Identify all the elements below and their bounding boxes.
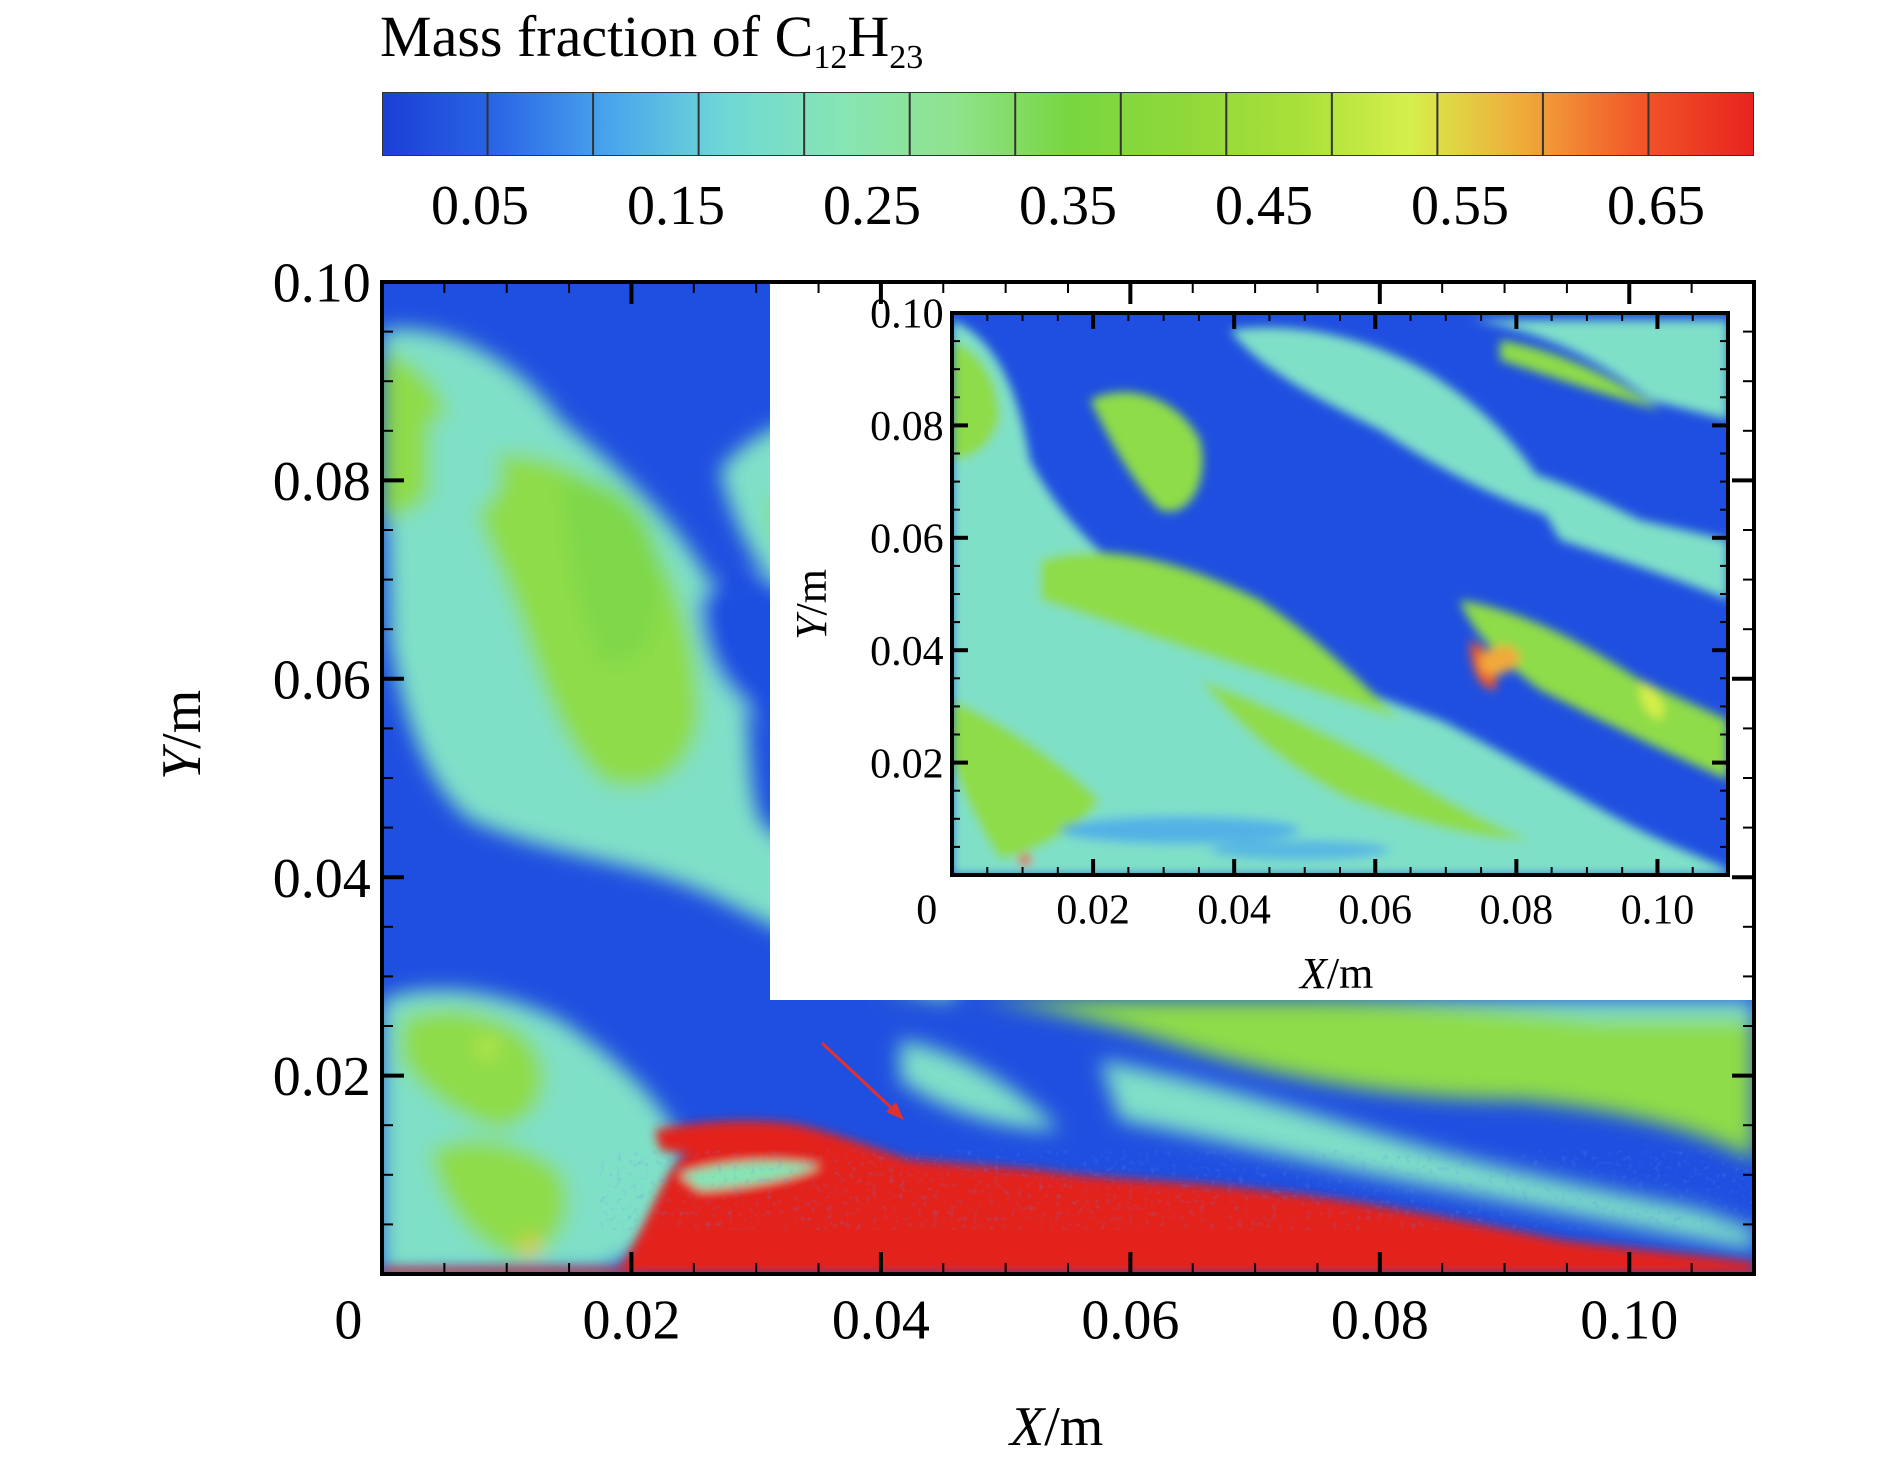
x-tick-label: 0.06 [1081,1289,1179,1351]
colorbar-tick-label: 0.65 [1607,175,1705,237]
inset-plot-field [952,313,1728,875]
y-tick-label: 0.06 [273,649,371,711]
colorbar [382,92,1754,156]
main-y-axis-label: Y/m [151,689,213,780]
x-tick-label: 0.08 [1331,1289,1429,1351]
x-tick-label: 0.04 [1197,887,1271,933]
inset-axis-tick-labels: 0 0.02 0.04 0.06 0.08 0.10 0.02 0.04 0.06 0.08 0.1… [870,292,1694,934]
y-tick-label: 0.06 [870,517,944,563]
inset-y-axis-label: Y/m [787,569,836,640]
x-tick-label: 0.02 [1056,887,1130,933]
y-tick-label: 0.10 [273,253,371,315]
inset-x-axis-label: X/m [1300,949,1374,998]
y-tick-label: 0.02 [870,741,944,787]
x-tick-label: 0 [334,1289,362,1351]
main-axis-tick-labels: 0 0.02 0.04 0.06 0.08 0.10 0.02 0.04 0.06 0.08 0.1… [273,253,1678,1352]
x-tick-label: 0.10 [1621,887,1695,933]
colorbar-separators [486,92,1650,156]
colorbar-tick-label: 0.25 [823,175,921,237]
x-tick-label: 0.02 [582,1289,680,1351]
y-tick-label: 0.02 [273,1046,371,1108]
inset-axis-ticks [952,313,1728,875]
colorbar-tick-label: 0.35 [1019,175,1117,237]
y-tick-label: 0.04 [273,848,371,910]
y-tick-label: 0.08 [870,404,944,450]
x-tick-label: 0 [916,887,937,933]
y-tick-label: 0.04 [870,629,944,675]
x-tick-label: 0.10 [1580,1289,1678,1351]
y-tick-label: 0.10 [870,292,944,338]
main-x-axis-label: X/m [1010,1396,1104,1458]
x-tick-label: 0.04 [832,1289,930,1351]
x-tick-label: 0.06 [1339,887,1413,933]
colorbar-tick-label: 0.15 [627,175,725,237]
colorbar-tick-label: 0.55 [1411,175,1509,237]
colorbar-tick-label: 0.05 [431,175,529,237]
colorbar-title: Mass fraction of C12H23 [380,4,924,76]
main-axis-ticks [382,282,1754,1274]
annotation-arrow [820,1041,900,1116]
x-tick-label: 0.08 [1480,887,1554,933]
y-tick-label: 0.08 [273,451,371,513]
colorbar-tick-label: 0.45 [1215,175,1313,237]
